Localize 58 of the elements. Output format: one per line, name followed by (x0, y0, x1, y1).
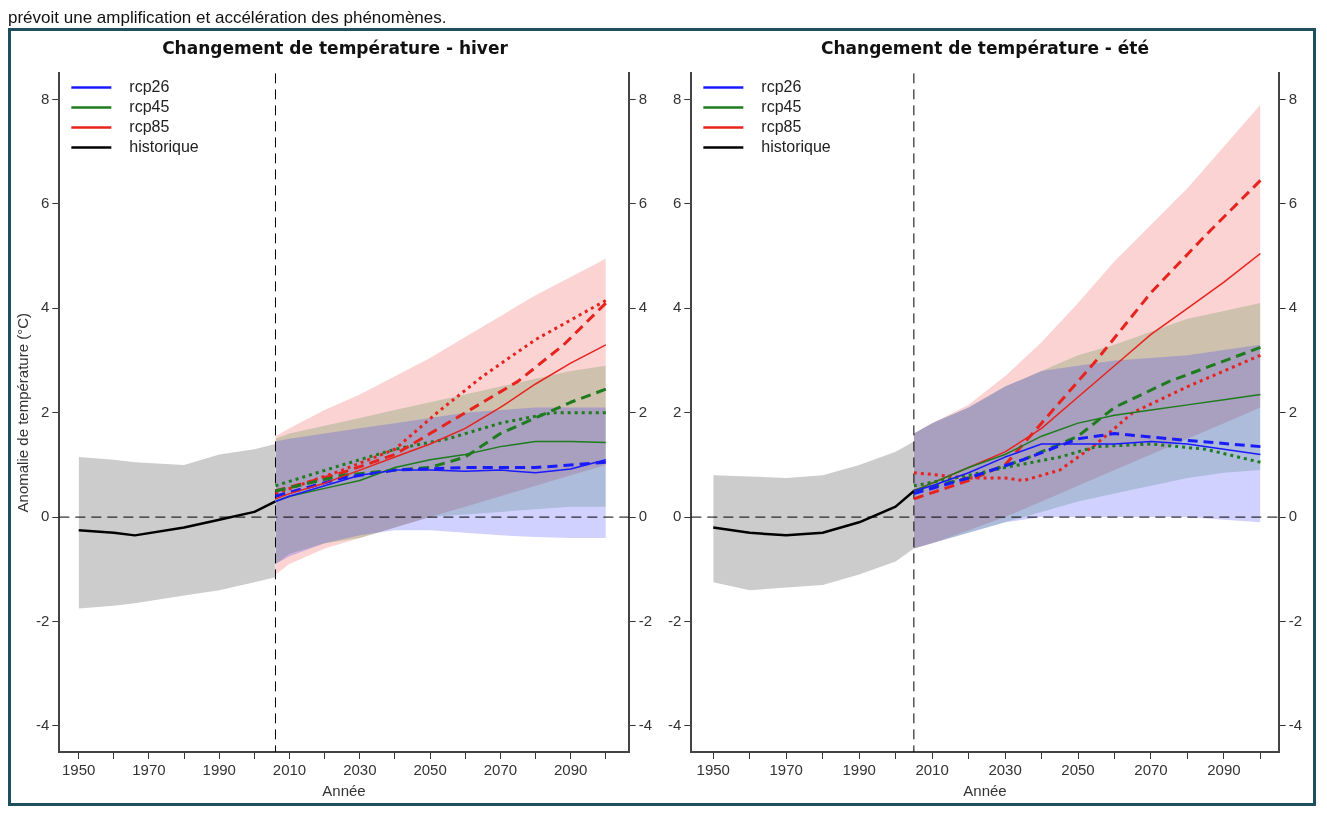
x-tick-label: 1950 (696, 761, 730, 779)
y2-tick-label: 0 (1288, 507, 1298, 525)
y-tick-label: -4 (35, 716, 50, 734)
y-tick-label: -2 (35, 611, 50, 629)
y2-tick-label: 2 (638, 402, 648, 420)
y2-tick-label: -4 (1288, 716, 1303, 734)
x-axis-title: Année (963, 782, 1007, 800)
y-tick-label: 6 (672, 194, 682, 212)
x-tick-label: 1970 (769, 761, 803, 779)
legend-label: historique (761, 137, 831, 155)
x-tick-label: 2090 (1207, 761, 1241, 779)
y-tick-label: 4 (40, 298, 50, 316)
x-tick-label: 2050 (1061, 761, 1095, 779)
y-tick-label: 8 (672, 89, 682, 107)
legend-label: rcp45 (129, 97, 170, 115)
y2-tick-label: -4 (638, 716, 653, 734)
legend-label: rcp26 (129, 77, 170, 95)
y2-tick-label: 2 (1288, 402, 1298, 420)
legend-label: historique (129, 137, 199, 155)
legend-label: rcp85 (761, 117, 802, 135)
x-tick-label: 2090 (553, 761, 588, 779)
y2-tick-label: -2 (638, 611, 653, 629)
x-tick-label: 2030 (988, 761, 1022, 779)
y-tick-label: -2 (667, 611, 682, 629)
y2-tick-label: -2 (1288, 611, 1303, 629)
legend-label: rcp85 (129, 117, 170, 135)
x-tick-label: 1950 (61, 761, 96, 779)
y-tick-label: -4 (667, 716, 682, 734)
y-axis-title: Anomalie de température (°C) (14, 312, 32, 513)
x-tick-label: 1990 (202, 761, 236, 779)
x-tick-label: 1990 (842, 761, 876, 779)
y2-tick-label: 6 (638, 194, 648, 212)
y-tick-label: 8 (40, 89, 50, 107)
x-tick-label: 2070 (483, 761, 518, 779)
x-tick-label: 2010 (915, 761, 949, 779)
y2-tick-label: 8 (638, 89, 648, 107)
y-tick-label: 2 (672, 402, 682, 420)
y-tick-label: 0 (672, 507, 682, 525)
y2-tick-label: 4 (1288, 298, 1298, 316)
x-tick-label: 1970 (132, 761, 166, 779)
y-tick-label: 0 (40, 507, 50, 525)
y2-tick-label: 0 (638, 507, 648, 525)
x-tick-label: 2030 (343, 761, 377, 779)
y-tick-label: 6 (40, 194, 50, 212)
chart-title: Changement de température - hiver (162, 37, 509, 58)
text: prévoit une amplification et accélération des phénomènes. (8, 8, 448, 28)
y2-tick-label: 4 (638, 298, 648, 316)
y-tick-label: 2 (40, 402, 50, 420)
x-axis-title: Année (322, 782, 366, 800)
y-tick-label: 4 (672, 298, 682, 316)
legend-label: rcp26 (761, 77, 802, 95)
x-tick-label: 2050 (413, 761, 447, 779)
x-tick-label: 2010 (272, 761, 307, 779)
y2-tick-label: 8 (1288, 89, 1298, 107)
chart-title: Changement de température - été (820, 37, 1150, 58)
x-tick-label: 2070 (1134, 761, 1168, 779)
legend-label: rcp45 (761, 97, 802, 115)
y2-tick-label: 6 (1288, 194, 1298, 212)
